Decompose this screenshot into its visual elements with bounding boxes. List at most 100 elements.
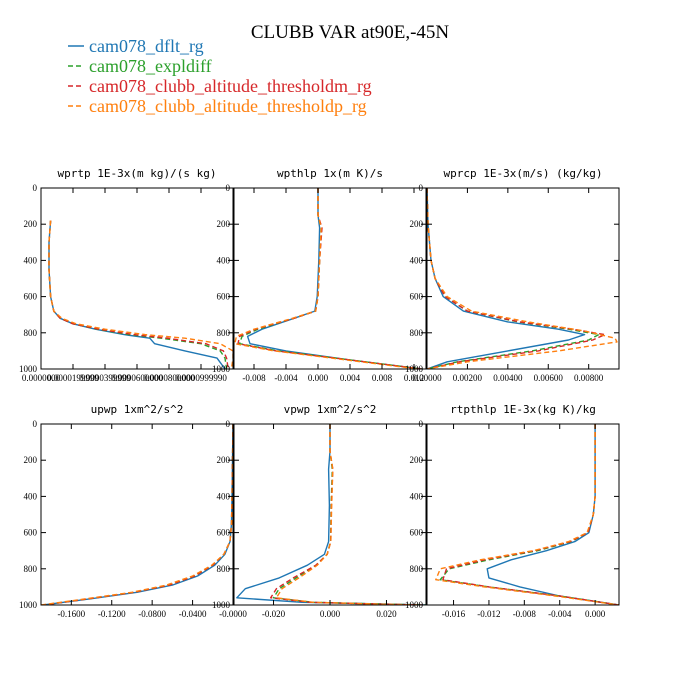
series-line-4 — [234, 188, 419, 369]
series-line-1 — [236, 424, 426, 605]
figure-title: CLUBB VAR at90E,-45N — [251, 22, 450, 43]
x-tick-label: -0.0400 — [179, 609, 207, 619]
legend-entry: cam078_dflt_rg — [89, 36, 204, 56]
y-tick-label: 600 — [24, 292, 38, 302]
series-group — [41, 424, 233, 605]
y-tick-label: 400 — [410, 255, 424, 265]
panel-title: upwp 1xm^2/s^2 — [91, 403, 184, 416]
x-tick-label: 0.00000 — [412, 373, 442, 383]
y-tick-label: 600 — [217, 292, 231, 302]
series-line-3 — [270, 424, 424, 605]
series-line-3 — [237, 188, 423, 369]
panels: wprtp 1E-3x(m kg)/(s kg) 0 200 400 600 800 100… — [19, 167, 620, 619]
plot-frame — [426, 423, 620, 606]
x-tick-label: 0.0000600000 — [111, 373, 163, 383]
x-tick-label: 0.0000399999 — [79, 373, 131, 383]
series-line-4 — [275, 424, 421, 605]
y-tick-label: 400 — [24, 491, 38, 501]
x-tick-label: -0.016 — [442, 609, 466, 619]
panel-title: vpwp 1xm^2/s^2 — [284, 403, 377, 416]
x-tick-label: 0.00400 — [493, 373, 523, 383]
x-tick-label: 0.020 — [376, 609, 397, 619]
series-line-3 — [42, 424, 233, 605]
panel-title: wprcp 1E-3x(m/s) (kg/kg) — [444, 167, 603, 180]
y-tick-label: 800 — [410, 564, 424, 574]
panel-6: rtpthlp 1E-3x(kg K)/kg 0 200 400 600 800 1000 -… — [405, 403, 620, 619]
x-tick-label: 0.0000199999 — [47, 373, 99, 383]
y-tick-label: 800 — [24, 328, 38, 338]
series-line-4 — [41, 424, 233, 605]
y-tick-label: 1000 — [19, 600, 38, 610]
y-tick-label: 0 — [33, 419, 38, 429]
series-group — [435, 424, 619, 605]
legend-entry: cam078_expldiff — [89, 56, 212, 76]
x-tick-label: -0.008 — [513, 609, 537, 619]
x-tick-label: -0.020 — [262, 609, 286, 619]
series-line-3 — [427, 188, 606, 369]
series-line-2 — [48, 220, 228, 369]
series-line-4 — [427, 188, 618, 369]
panel-4: upwp 1xm^2/s^2 0 200 400 600 800 1000 -0.1600 -0… — [19, 403, 247, 619]
y-tick-label: 400 — [217, 255, 231, 265]
y-tick-label: 800 — [410, 328, 424, 338]
series-line-2 — [427, 188, 600, 369]
plot-frame — [233, 187, 427, 370]
x-tick-label: 0.008 — [372, 373, 393, 383]
legend: cam078_dflt_rgcam078_expldiffcam078_club… — [68, 36, 372, 116]
panel-title: rtpthlp 1E-3x(kg K)/kg — [450, 403, 596, 416]
y-tick-label: 1000 — [212, 364, 231, 374]
y-tick-label: 200 — [410, 455, 424, 465]
panel-3: wprcp 1E-3x(m/s) (kg/kg) 0 200 400 600 800 100… — [405, 167, 620, 383]
y-tick-label: 0 — [226, 419, 231, 429]
panel-5: vpwp 1xm^2/s^2 0 200 400 600 800 1000 -0.020 0.0… — [212, 403, 427, 619]
series-line-1 — [42, 424, 233, 605]
x-tick-label: 0.0000000 — [22, 373, 61, 383]
plot-frame — [426, 187, 620, 370]
y-tick-label: 0 — [226, 183, 231, 193]
y-tick-label: 0 — [419, 183, 424, 193]
y-tick-label: 600 — [24, 528, 38, 538]
series-line-2 — [272, 424, 426, 605]
x-tick-label: 0.00800 — [574, 373, 604, 383]
x-tick-label: 0.000 — [585, 609, 606, 619]
panel-2: wpthlp 1x(m K)/s 0 200 400 600 800 1000 -0.008-… — [212, 167, 427, 383]
x-tick-label: 0.00200 — [453, 373, 483, 383]
y-tick-label: 1000 — [405, 600, 424, 610]
y-tick-label: 0 — [33, 183, 38, 193]
y-tick-label: 600 — [410, 528, 424, 538]
x-tick-label: 0.012 — [404, 373, 424, 383]
series-group — [427, 188, 618, 369]
y-tick-label: 200 — [24, 455, 38, 465]
x-tick-label: -0.0000 — [219, 609, 247, 619]
x-tick-label: -0.0800 — [138, 609, 166, 619]
series-group — [236, 424, 426, 605]
x-tick-label: -0.004 — [274, 373, 298, 383]
x-tick-label: 0.000 — [320, 609, 341, 619]
y-tick-label: 1000 — [19, 364, 38, 374]
y-tick-label: 200 — [217, 455, 231, 465]
x-tick-label: -0.1200 — [98, 609, 126, 619]
y-tick-label: 400 — [24, 255, 38, 265]
y-tick-label: 600 — [217, 528, 231, 538]
x-tick-label: 0.0000800000 — [143, 373, 195, 383]
x-tick-label: -0.008 — [242, 373, 266, 383]
series-line-2 — [42, 424, 233, 605]
x-tick-label: 0.0000999990 — [175, 373, 227, 383]
y-tick-label: 1000 — [212, 600, 231, 610]
x-tick-label: -0.004 — [548, 609, 572, 619]
y-tick-label: 200 — [410, 219, 424, 229]
series-line-1 — [48, 220, 226, 369]
y-tick-label: 400 — [410, 491, 424, 501]
y-tick-label: 400 — [217, 491, 231, 501]
series-line-1 — [486, 424, 619, 605]
series-line-4 — [48, 220, 233, 369]
x-tick-label: 0.004 — [340, 373, 361, 383]
series-line-3 — [48, 220, 229, 369]
x-tick-label: 0.000 — [308, 373, 329, 383]
y-tick-label: 200 — [217, 219, 231, 229]
x-tick-label: 0.00600 — [534, 373, 564, 383]
series-line-2 — [439, 424, 619, 605]
panel-title: wprtp 1E-3x(m kg)/(s kg) — [58, 167, 217, 180]
legend-entry: cam078_clubb_altitude_thresholdm_rg — [89, 76, 372, 96]
